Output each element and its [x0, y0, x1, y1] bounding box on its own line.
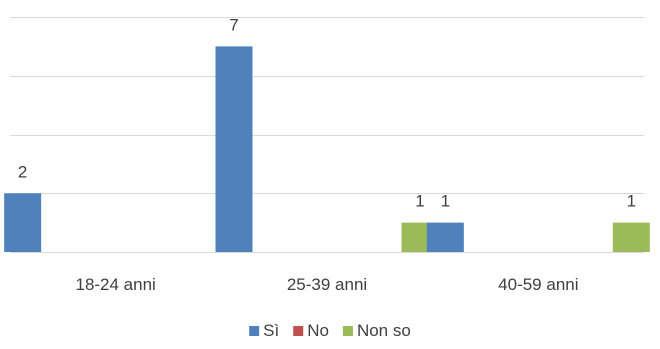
data-label: 1: [441, 192, 450, 211]
data-label: 7: [229, 15, 238, 34]
x-tick-label: 40-59 anni: [498, 275, 578, 294]
legend-swatch-s-: [249, 326, 260, 336]
legend-swatch-non-so: [342, 326, 353, 336]
bar-s--1: [215, 46, 253, 252]
data-label: 2: [18, 162, 27, 181]
x-axis: 18-24 anni 25-39 anni 40-59 anni: [75, 275, 578, 294]
x-tick-label: 25-39 anni: [287, 275, 367, 294]
bar-s--0: [4, 193, 42, 252]
legend-label-s-: Sì: [263, 321, 279, 340]
bars: [4, 46, 650, 252]
data-labels: 271 1 1: [18, 15, 636, 210]
bar-s--2: [426, 222, 464, 252]
data-label: 1: [415, 192, 424, 211]
legend-swatch-no: [293, 326, 304, 336]
x-tick-label: 18-24 anni: [75, 275, 155, 294]
legend: Sì No Non so: [249, 321, 411, 340]
gridlines: [10, 17, 644, 253]
legend-label-non-so: Non so: [357, 321, 411, 340]
data-label: 1: [627, 192, 636, 211]
legend-label-no: No: [307, 321, 329, 340]
bar-non-so-2: [612, 222, 650, 252]
